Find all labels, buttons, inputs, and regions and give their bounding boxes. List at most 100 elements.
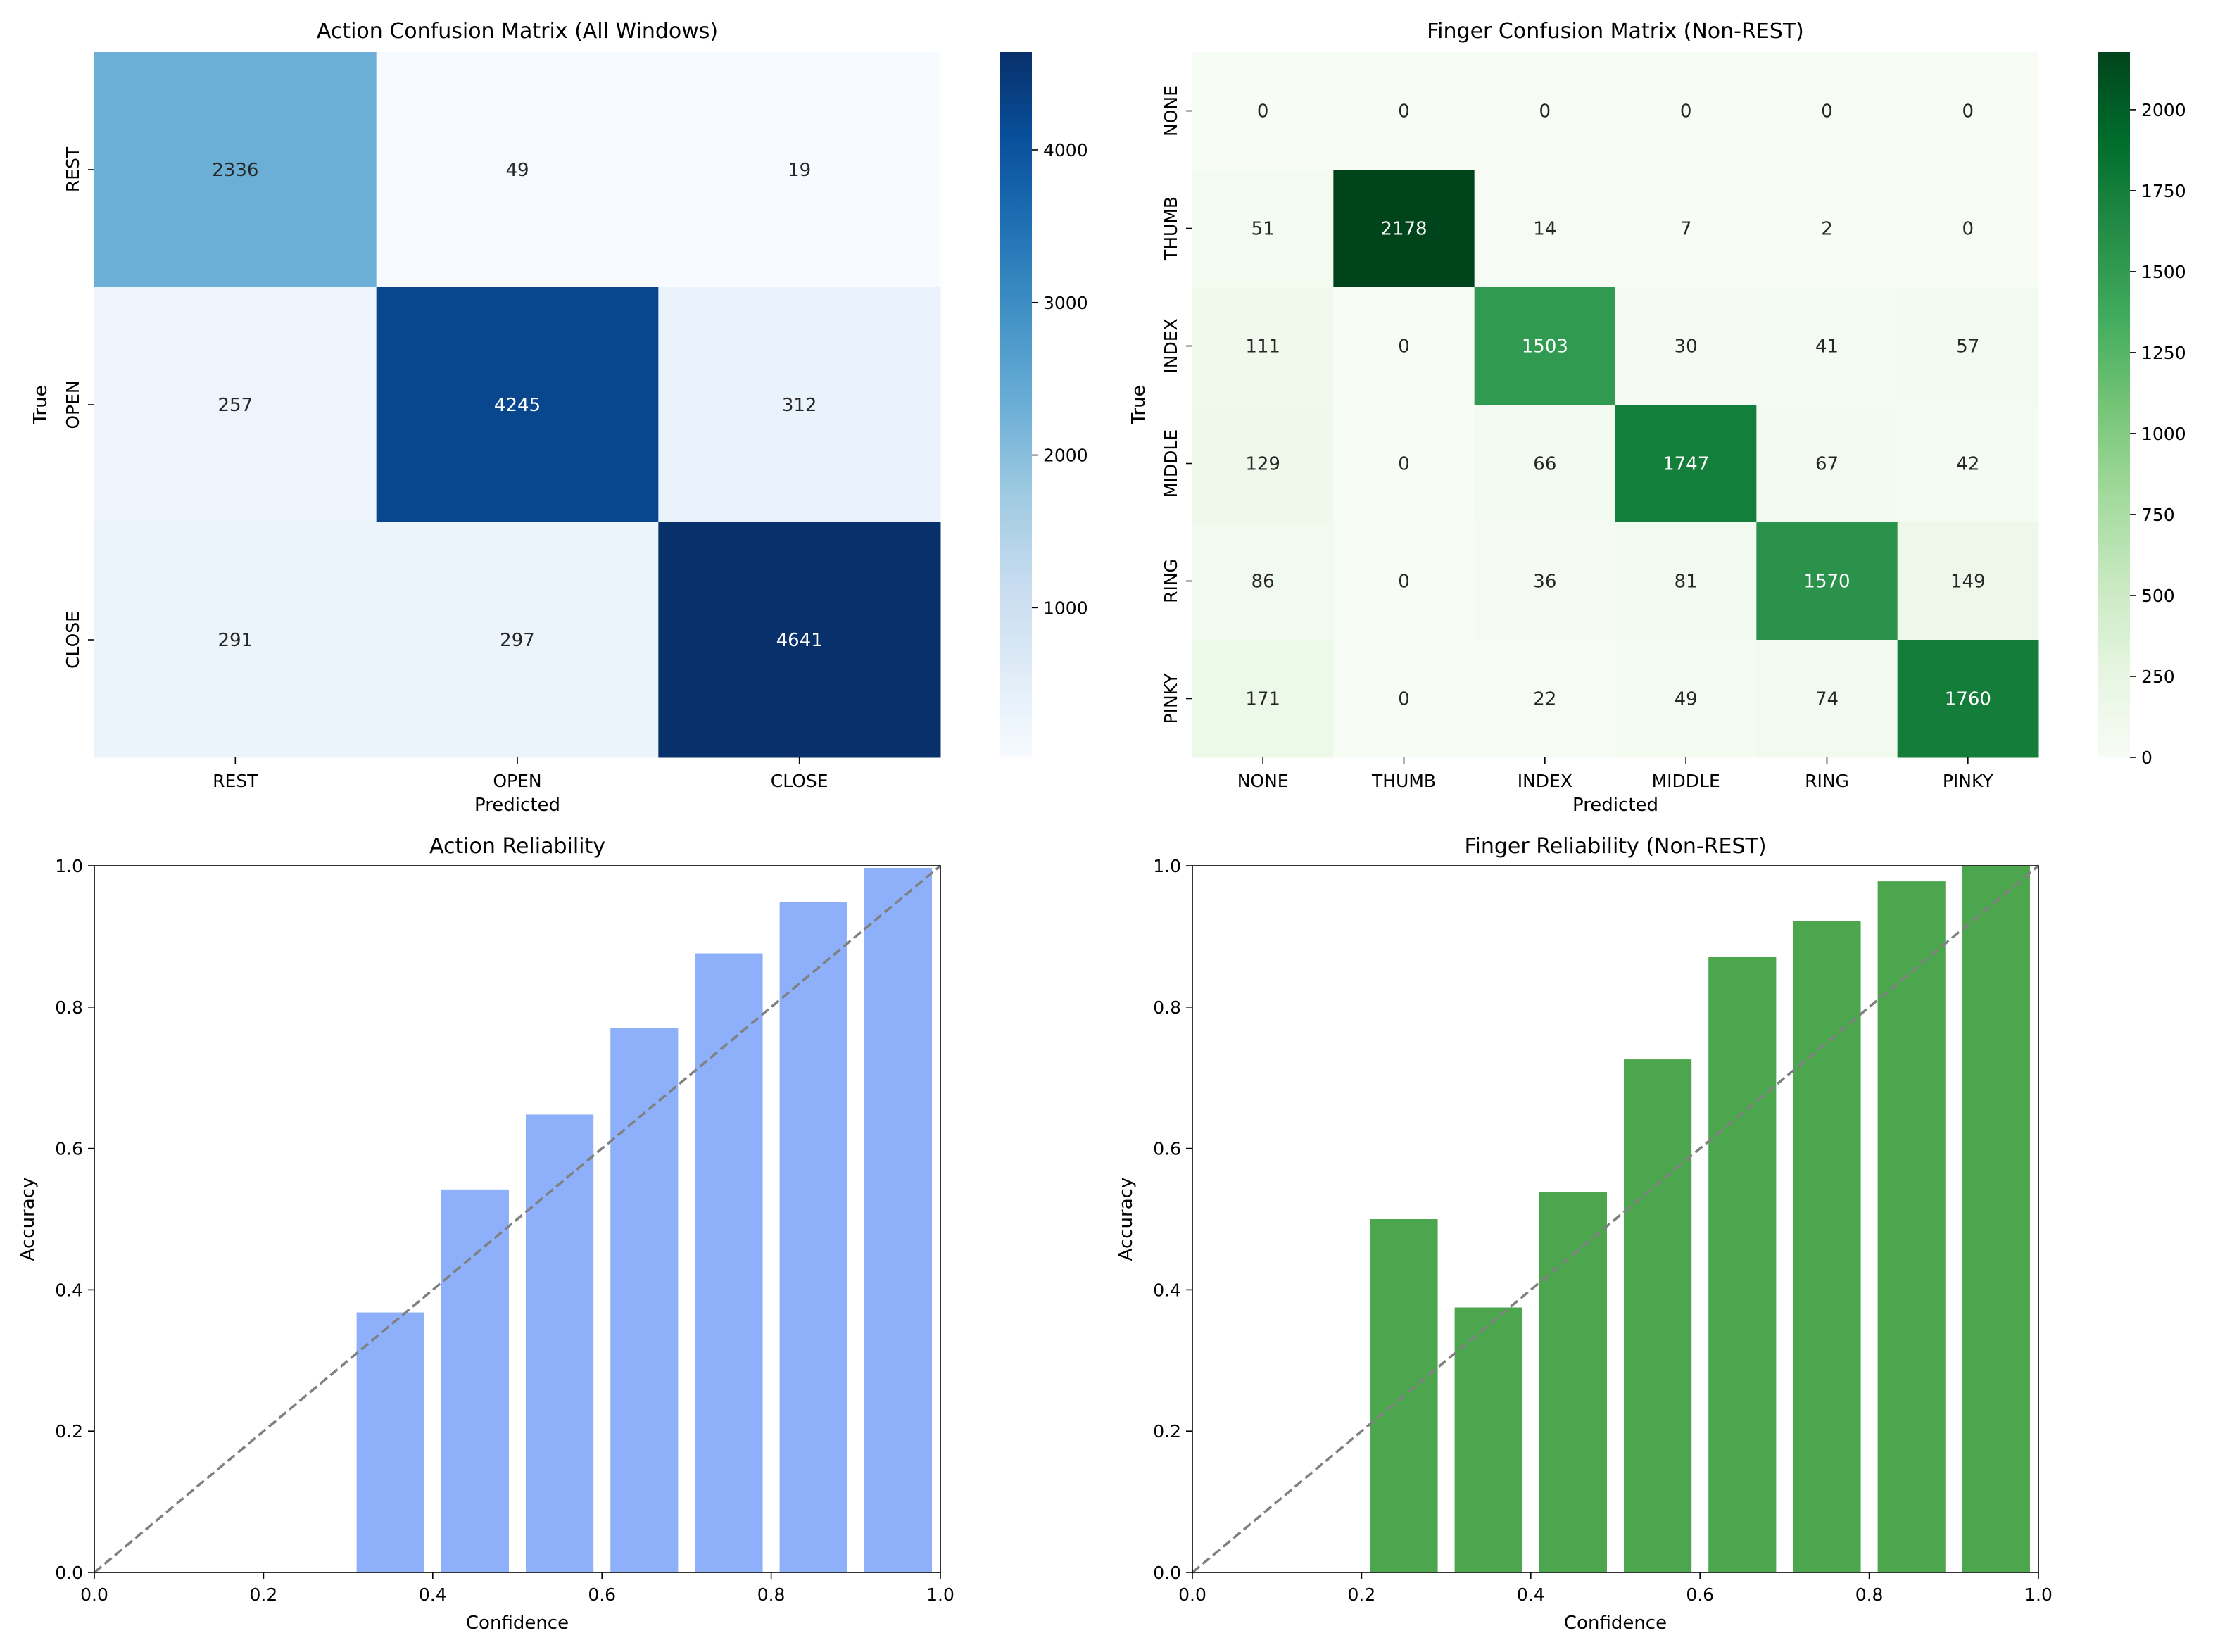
x-tick-label: 0.6: [1686, 1584, 1714, 1605]
y-tick-label: 0.0: [1153, 1563, 1181, 1583]
heatmap-cell: [658, 287, 941, 523]
y-tick-label: MIDDLE: [1161, 429, 1181, 498]
y-axis-label: True: [1128, 385, 1149, 424]
x-tick-label: 1.0: [926, 1584, 954, 1605]
cell-value-label: 297: [500, 630, 535, 651]
cell-value-label: 111: [1245, 336, 1280, 358]
heatmap-cell: [1897, 522, 2039, 641]
heatmap-cell: [1897, 52, 2039, 170]
heatmap-cell: [1474, 405, 1616, 523]
heatmap-cell: [94, 522, 377, 758]
heatmap-cell: [1756, 287, 1898, 405]
colorbar-tick-label: 750: [2141, 505, 2175, 525]
heatmap-cell: [376, 52, 659, 288]
accuracy-bar: [864, 868, 932, 1572]
heatmap-cell: [376, 287, 659, 523]
heatmap-cell: [1615, 287, 1757, 405]
plot-frame: [94, 865, 941, 1573]
cell-value-label: 74: [1815, 689, 1839, 710]
y-axis-label: Accuracy: [18, 1178, 39, 1261]
cell-value-label: 1747: [1663, 454, 1709, 475]
colorbar-tick-label: 500: [2141, 586, 2175, 606]
chart-title: Action Reliability: [429, 834, 605, 859]
heatmap-cell: [1897, 287, 2039, 405]
y-tick-label: 0.6: [55, 1139, 83, 1159]
heatmap-cell: [1474, 287, 1616, 405]
y-tick-label: 1.0: [55, 856, 83, 876]
heatmap-cell: [1756, 522, 1898, 641]
cell-value-label: 1760: [1945, 689, 1991, 710]
x-tick-label: 1.0: [2024, 1584, 2053, 1605]
y-tick-label: 0.0: [55, 1563, 83, 1583]
heatmap-cell: [658, 52, 941, 288]
y-tick-label: THUMB: [1161, 196, 1181, 261]
heatmap-cell: [1192, 522, 1334, 641]
colorbar-tick-label: 0: [2141, 748, 2152, 768]
x-tick-label: CLOSE: [771, 771, 828, 791]
action-reliability-panel: 0.0 0.2 0.4 0.6 0.8 1.0 0.0 0.2 0.4 0.6 0.8 1.0 Acti…: [18, 834, 954, 1634]
cell-value-label: 171: [1245, 689, 1280, 710]
cell-value-label: 0: [1398, 572, 1410, 593]
colorbar: [1000, 52, 1032, 757]
y-axis-label: Accuracy: [1116, 1178, 1137, 1261]
colorbar-tick-label: 1750: [2141, 181, 2186, 201]
heatmap-cell: [1615, 170, 1757, 288]
heatmap-cell: [1897, 640, 2039, 758]
cell-value-label: 4245: [494, 395, 541, 416]
accuracy-bar: [695, 953, 763, 1572]
heatmap-cell: [1192, 640, 1334, 758]
x-tick-label: 0.0: [80, 1584, 108, 1605]
colorbar-tick-label: 3000: [1043, 293, 1088, 313]
cell-value-label: 7: [1680, 219, 1692, 240]
heatmap-cell: [94, 52, 377, 288]
cell-value-label: 0: [1680, 101, 1692, 122]
y-tick-label: INDEX: [1161, 318, 1181, 373]
accuracy-bar: [356, 1312, 424, 1572]
x-axis-label: Predicted: [474, 795, 560, 816]
cell-value-label: 14: [1533, 219, 1556, 240]
x-tick-label: THUMB: [1371, 771, 1436, 791]
y-tick-label: 0.2: [55, 1421, 83, 1442]
finger-reliability-panel: 0.0 0.2 0.4 0.6 0.8 1.0 0.0 0.2 0.4 0.6 0.8 1.0 Fing…: [1116, 834, 2053, 1634]
cell-value-label: 41: [1815, 336, 1839, 358]
x-tick-label: PINKY: [1943, 771, 1994, 791]
cell-value-label: 2178: [1380, 219, 1427, 240]
colorbar-tick-label: 1000: [1043, 598, 1088, 618]
heatmap-cell: [1192, 405, 1334, 523]
accuracy-bar: [779, 902, 847, 1572]
accuracy-bar: [1962, 866, 2030, 1572]
y-tick-label: PINKY: [1161, 673, 1181, 724]
cell-value-label: 2336: [212, 160, 258, 181]
accuracy-bar: [526, 1114, 594, 1572]
x-axis-label: Predicted: [1572, 795, 1658, 816]
y-tick-label: REST: [63, 146, 83, 192]
x-tick-label: 0.0: [1178, 1584, 1206, 1605]
cell-value-label: 0: [1257, 101, 1269, 122]
cell-value-label: 149: [1950, 572, 1986, 593]
cell-value-label: 0: [1398, 101, 1410, 122]
chart-title: Action Confusion Matrix (All Windows): [317, 19, 718, 44]
colorbar-tick-label: 2000: [1043, 446, 1088, 466]
x-tick-label: REST: [213, 771, 258, 791]
heatmap-cell: [1192, 170, 1334, 288]
cell-value-label: 30: [1675, 336, 1698, 358]
cell-value-label: 312: [782, 395, 817, 416]
chart-title: Finger Reliability (Non-REST): [1464, 834, 1766, 859]
x-tick-label: NONE: [1237, 771, 1289, 791]
cell-value-label: 22: [1533, 689, 1556, 710]
cell-value-label: 1503: [1522, 336, 1568, 358]
y-tick-label: 0.6: [1153, 1139, 1181, 1159]
y-tick-label: 0.4: [1153, 1280, 1181, 1300]
cell-value-label: 257: [218, 395, 253, 416]
y-tick-label: 0.2: [1153, 1421, 1181, 1442]
heatmap-cell: [1615, 405, 1757, 523]
cell-value-label: 49: [1675, 689, 1698, 710]
colorbar-tick-label: 2000: [2141, 100, 2186, 120]
y-axis-label: True: [30, 385, 51, 424]
heatmap-cell: [1333, 170, 1475, 288]
x-tick-label: 0.4: [1517, 1584, 1545, 1605]
heatmap-cell: [1756, 52, 1898, 170]
y-tick-label: 0.8: [55, 997, 83, 1018]
x-tick-label: 0.4: [419, 1584, 447, 1605]
